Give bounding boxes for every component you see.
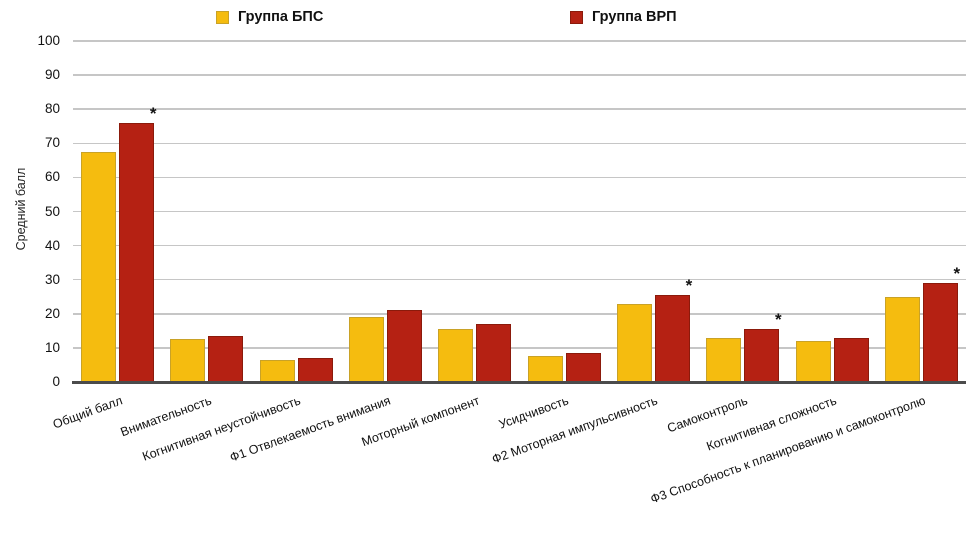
y-tick-label: 50 [44,203,60,219]
significance-asterisk: * [953,264,961,284]
bar-vrp [833,337,869,382]
gridline [73,108,966,110]
bar-vrp [565,353,601,382]
gridline [73,40,966,42]
bar-bps [349,317,385,382]
significance-asterisk: * [685,276,693,296]
bar-vrp [654,295,690,382]
bar-vrp [922,283,958,382]
gridline [73,313,966,315]
significance-asterisk: * [149,103,157,123]
y-tick-label: 70 [44,135,60,151]
bar-vrp [297,358,333,382]
bar-vrp [387,310,423,382]
bar-bps [259,359,295,382]
gridline [73,347,966,349]
y-tick-label: 100 [37,33,60,48]
gridline [73,278,966,281]
bar-bps [438,329,474,382]
legend-swatch-vrp-icon [570,10,583,24]
bar-bps [81,151,117,382]
bar-bps [527,356,563,382]
bar-vrp [208,335,244,382]
y-tick-label: 40 [44,237,60,253]
y-tick-label: 30 [44,271,60,287]
bar-vrp [119,122,155,382]
bar-bps [616,303,652,382]
bar-vrp [744,329,780,382]
y-tick-label: 90 [44,67,60,83]
gridline [73,176,966,179]
bar-bps [170,339,206,382]
bar-bps [706,337,742,382]
legend-item-bps: Группа БПС [216,8,323,26]
bar-bps [795,341,831,382]
legend-label-vrp: Группа ВРП [592,9,677,25]
legend-label-bps: Группа БПС [238,9,324,25]
y-tick-label: 10 [44,339,60,355]
gridline [73,210,966,213]
gridline [73,244,966,247]
y-tick-label: 80 [44,101,60,117]
y-tick-label: 20 [44,305,60,321]
y-tick-label: 0 [52,374,60,389]
legend-item-vrp: Группа ВРП [570,8,677,26]
significance-asterisk: * [774,310,782,330]
y-tick-label: 60 [44,169,60,185]
gridline [73,74,966,76]
x-axis-line [72,381,966,384]
bar-vrp [476,324,512,382]
legend-swatch-bps-icon [216,10,229,24]
bar-bps [884,296,920,382]
gridline [73,142,966,145]
